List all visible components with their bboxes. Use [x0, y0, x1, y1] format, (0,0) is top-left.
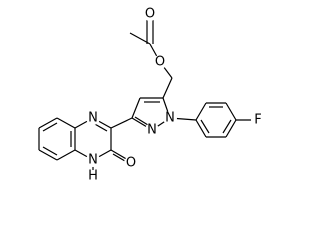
atom-label: O [155, 55, 165, 70]
atom-label: N [88, 111, 98, 126]
atom-label: F [254, 113, 261, 128]
atom-label: O [145, 7, 155, 22]
atom-label: N [88, 153, 98, 168]
atom-label: N [165, 111, 175, 126]
atom-label: N [147, 123, 157, 138]
atom-label: O [126, 156, 136, 171]
molecule-diagram: O O N N F N N H O [38, 6, 265, 184]
bonds [38, 14, 256, 175]
atom-label: H [88, 169, 98, 184]
atom-labels: O O N N F N N H O [86, 7, 265, 184]
